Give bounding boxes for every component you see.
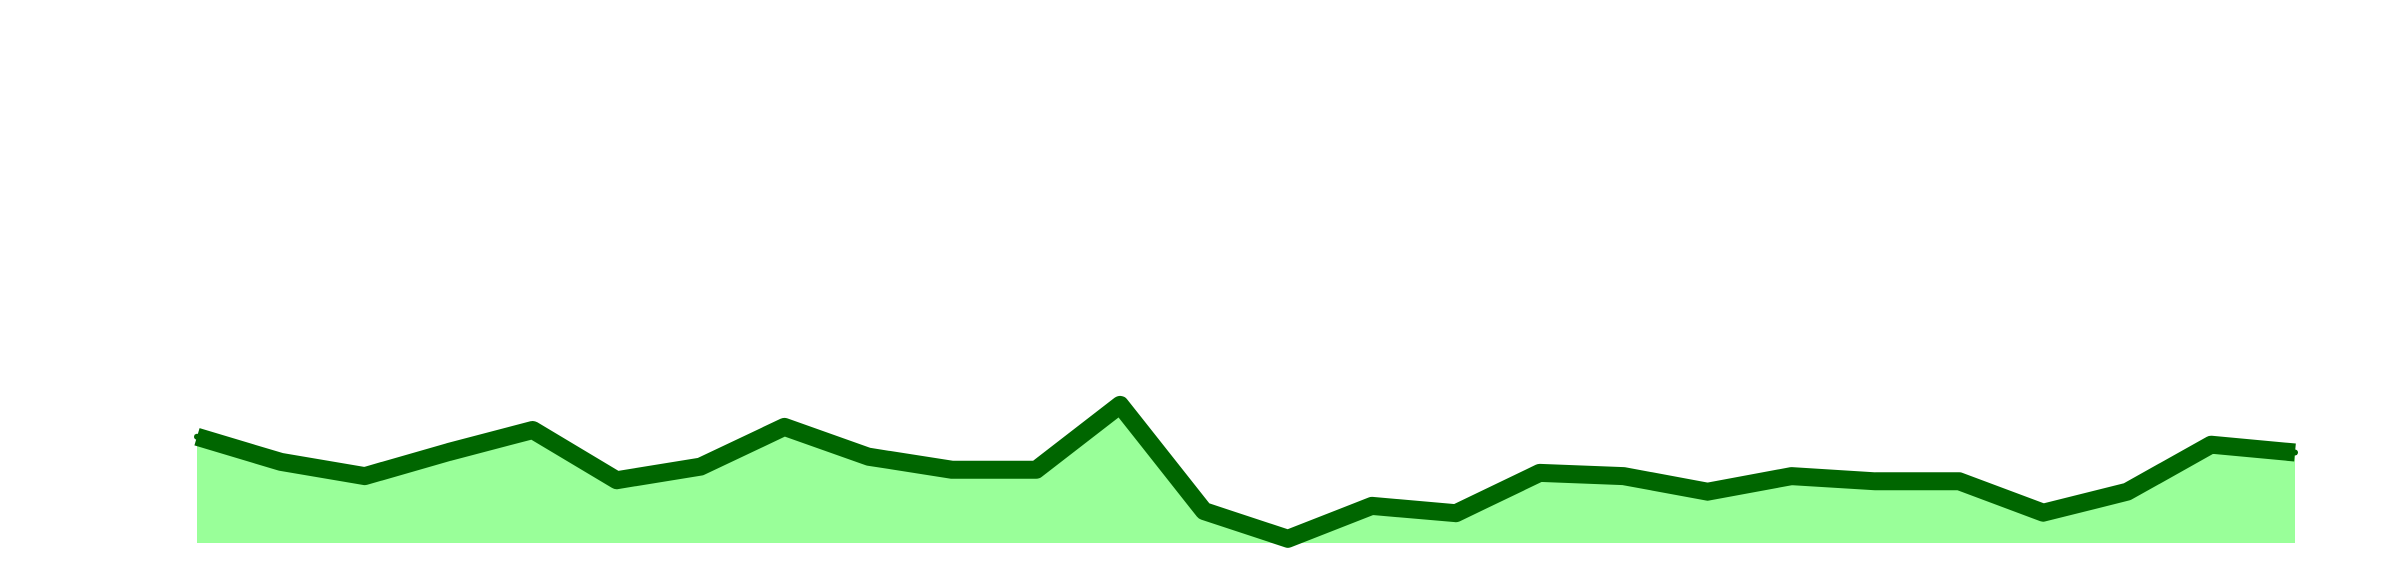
data-point (1452, 510, 1459, 517)
data-point (1117, 401, 1124, 408)
data-point (2040, 509, 2047, 516)
data-point (361, 473, 368, 480)
data-point (1704, 488, 1711, 495)
data-point (529, 427, 536, 433)
line-layer (194, 395, 2298, 548)
data-point (1368, 502, 1375, 509)
data-point (1620, 473, 1627, 480)
area-layer (197, 404, 2295, 543)
data-point (1201, 508, 1207, 515)
area-fill (197, 404, 2295, 543)
data-point (865, 453, 872, 460)
data-point (1956, 478, 1963, 485)
series-line (194, 395, 2296, 548)
data-point (1033, 466, 1040, 473)
data-point (194, 433, 200, 440)
data-point (2292, 449, 2298, 456)
data-point (2208, 441, 2215, 448)
data-point (1872, 478, 1879, 485)
data-point (697, 463, 704, 470)
data-point (445, 449, 452, 455)
data-point (781, 423, 788, 430)
data-point (613, 477, 620, 484)
data-point (1788, 473, 1795, 480)
data-point (1536, 469, 1543, 476)
data-point (2124, 488, 2131, 495)
data-point (277, 458, 284, 465)
data-point (1285, 535, 1291, 542)
data-point (949, 466, 956, 473)
